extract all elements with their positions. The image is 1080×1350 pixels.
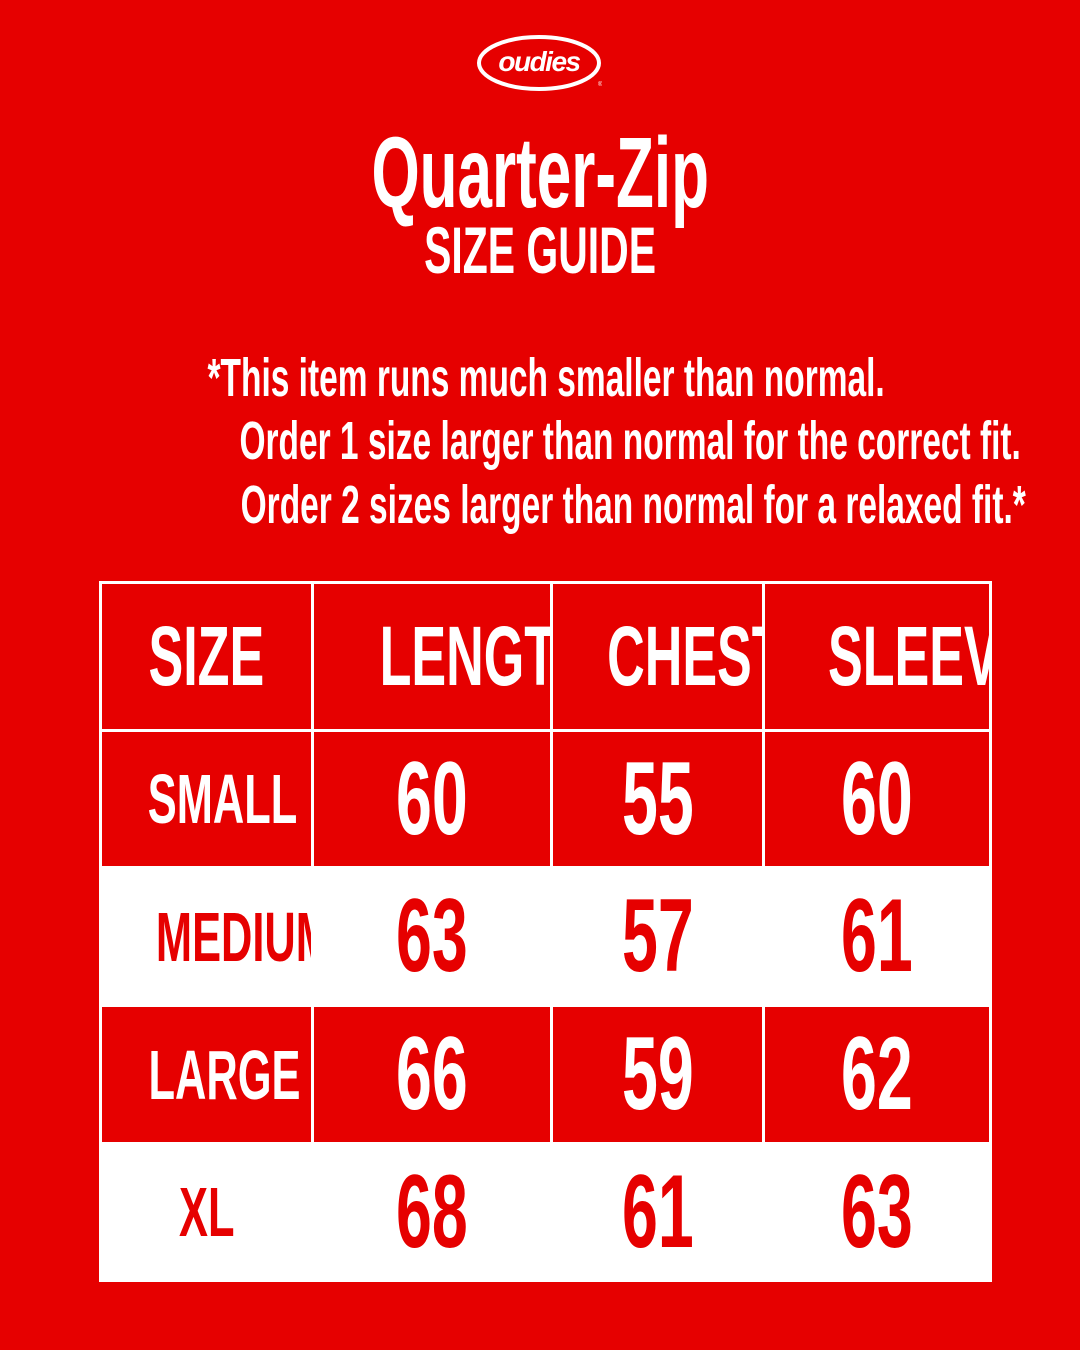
- size-label: LARGE: [148, 1035, 301, 1114]
- header-sleeve: SLEEVE: [762, 581, 992, 732]
- size-label: XL: [178, 1173, 235, 1251]
- chest-cell: 55: [550, 729, 765, 869]
- title-text: Quarter-Zip: [371, 117, 709, 229]
- chest-cell: 59: [550, 1004, 765, 1145]
- size-cell: XL: [99, 1142, 314, 1282]
- chest-value: 57: [621, 878, 694, 994]
- length-cell: 68: [311, 1142, 553, 1282]
- size-table: SIZE LENGTH CHEST SLEEVE SMALL 60 55 60 …: [99, 581, 992, 1282]
- chest-value: 59: [621, 1016, 694, 1132]
- table-row: XL 68 61 63: [99, 1142, 992, 1282]
- sleeve-value: 61: [841, 878, 913, 994]
- table-row: SMALL 60 55 60: [99, 729, 992, 869]
- header-size: SIZE: [99, 581, 314, 732]
- length-value: 68: [396, 1153, 468, 1270]
- header-text: CHEST: [607, 609, 760, 703]
- oudies-logo: oudies ®: [477, 35, 602, 91]
- table-header-row: SIZE LENGTH CHEST SLEEVE: [99, 581, 992, 732]
- svg-text:oudies: oudies: [498, 46, 580, 77]
- header-chest: CHEST: [550, 581, 765, 732]
- fit-note-text: Order 1 size larger than normal for the …: [239, 411, 1021, 471]
- length-value: 63: [396, 878, 468, 994]
- page-title: Quarter-Zip: [0, 118, 1080, 228]
- page-subtitle: SIZE GUIDE: [0, 214, 1080, 286]
- size-label: SMALL: [147, 760, 298, 838]
- length-value: 60: [396, 740, 468, 857]
- fit-note-text: Order 2 sizes larger than normal for a r…: [240, 475, 1026, 535]
- sleeve-value: 63: [841, 1153, 913, 1270]
- sleeve-cell: 62: [762, 1004, 992, 1145]
- length-value: 66: [396, 1016, 468, 1132]
- subtitle-text: SIZE GUIDE: [424, 213, 656, 287]
- chest-cell: 57: [550, 866, 765, 1007]
- length-cell: 66: [311, 1004, 553, 1145]
- length-cell: 63: [311, 866, 553, 1007]
- fit-note-line: *This item runs much smaller than normal…: [0, 348, 1080, 408]
- header-text: SIZE: [148, 609, 265, 703]
- header-text: SLEEVE: [827, 609, 988, 703]
- header-text: LENGTH: [379, 609, 549, 703]
- sleeve-value: 62: [841, 1016, 913, 1132]
- sleeve-cell: 60: [762, 729, 992, 869]
- fit-note-text: *This item runs much smaller than normal…: [207, 348, 885, 408]
- fit-note-line: Order 1 size larger than normal for the …: [0, 411, 1080, 471]
- table-row: MEDIUM 63 57 61: [99, 866, 992, 1007]
- sleeve-cell: 61: [762, 866, 992, 1007]
- chest-value: 61: [621, 1153, 694, 1270]
- size-label: MEDIUM: [155, 897, 310, 976]
- svg-text:®: ®: [598, 81, 602, 88]
- chest-cell: 61: [550, 1142, 765, 1282]
- header-length: LENGTH: [311, 581, 553, 732]
- fit-note-line: Order 2 sizes larger than normal for a r…: [0, 475, 1080, 535]
- size-cell: MEDIUM: [99, 866, 314, 1007]
- size-cell: SMALL: [99, 729, 314, 869]
- length-cell: 60: [311, 729, 553, 869]
- chest-value: 55: [621, 740, 694, 857]
- table-row: LARGE 66 59 62: [99, 1004, 992, 1145]
- sleeve-cell: 63: [762, 1142, 992, 1282]
- sleeve-value: 60: [841, 740, 913, 857]
- size-cell: LARGE: [99, 1004, 314, 1145]
